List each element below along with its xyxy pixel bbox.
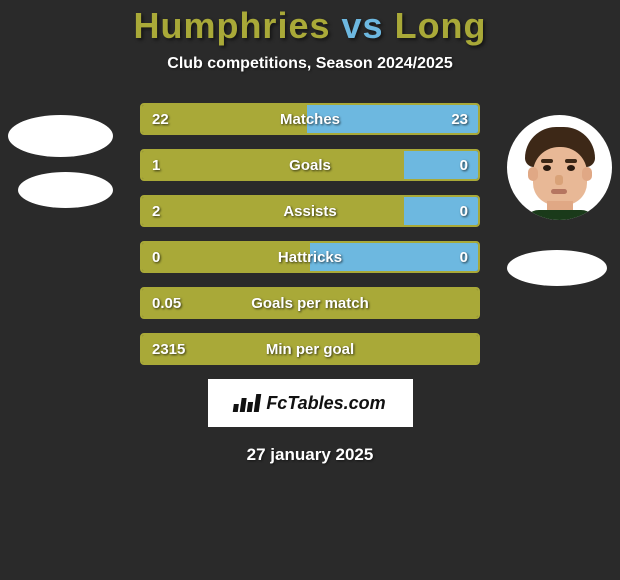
player1-avatar-placeholder: [8, 115, 113, 157]
stat-value-left: 1: [152, 157, 160, 174]
stat-label: Goals: [289, 157, 331, 174]
stat-label: Goals per match: [251, 295, 369, 312]
comparison-card: Humphries vs Long Club competitions, Sea…: [0, 0, 620, 580]
stat-value-left: 0: [152, 249, 160, 266]
stats-container: 22 23 Matches 1 0 Goals 2 0 Assists 0 0 Hattricks 0.…: [140, 103, 480, 365]
page-title: Humphries vs Long: [0, 5, 620, 47]
bar-chart-icon: [233, 394, 262, 412]
player1-team-placeholder: [18, 172, 113, 208]
stat-label: Assists: [283, 203, 336, 220]
stat-row: 2315 Min per goal: [140, 333, 480, 365]
stat-value-left: 2315: [152, 341, 185, 358]
stat-label: Hattricks: [278, 249, 342, 266]
stat-label: Min per goal: [266, 341, 354, 358]
stat-value-right: 23: [451, 111, 468, 128]
player2-face-icon: [517, 125, 602, 220]
stat-fill-left: [142, 197, 404, 225]
stat-value-left: 0.05: [152, 295, 181, 312]
stat-value-right: 0: [460, 157, 468, 174]
player-right-column: [507, 115, 612, 286]
branding-badge: FcTables.com: [208, 379, 413, 427]
stat-row: 1 0 Goals: [140, 149, 480, 181]
player2-team-placeholder: [507, 250, 607, 286]
player2-avatar: [507, 115, 612, 220]
stat-value-right: 0: [460, 249, 468, 266]
stat-label: Matches: [280, 111, 340, 128]
stat-value-left: 2: [152, 203, 160, 220]
stat-row: 0 0 Hattricks: [140, 241, 480, 273]
subtitle: Club competitions, Season 2024/2025: [0, 55, 620, 73]
player-left-column: [8, 115, 113, 223]
stat-fill-left: [142, 151, 404, 179]
title-player1: Humphries: [133, 5, 330, 46]
branding-text: FcTables.com: [266, 393, 385, 414]
title-player2: Long: [395, 5, 487, 46]
stat-value-right: 0: [460, 203, 468, 220]
date-label: 27 january 2025: [0, 445, 620, 465]
stat-row: 0.05 Goals per match: [140, 287, 480, 319]
stat-row: 2 0 Assists: [140, 195, 480, 227]
title-vs: vs: [342, 5, 384, 46]
stat-row: 22 23 Matches: [140, 103, 480, 135]
stat-value-left: 22: [152, 111, 169, 128]
